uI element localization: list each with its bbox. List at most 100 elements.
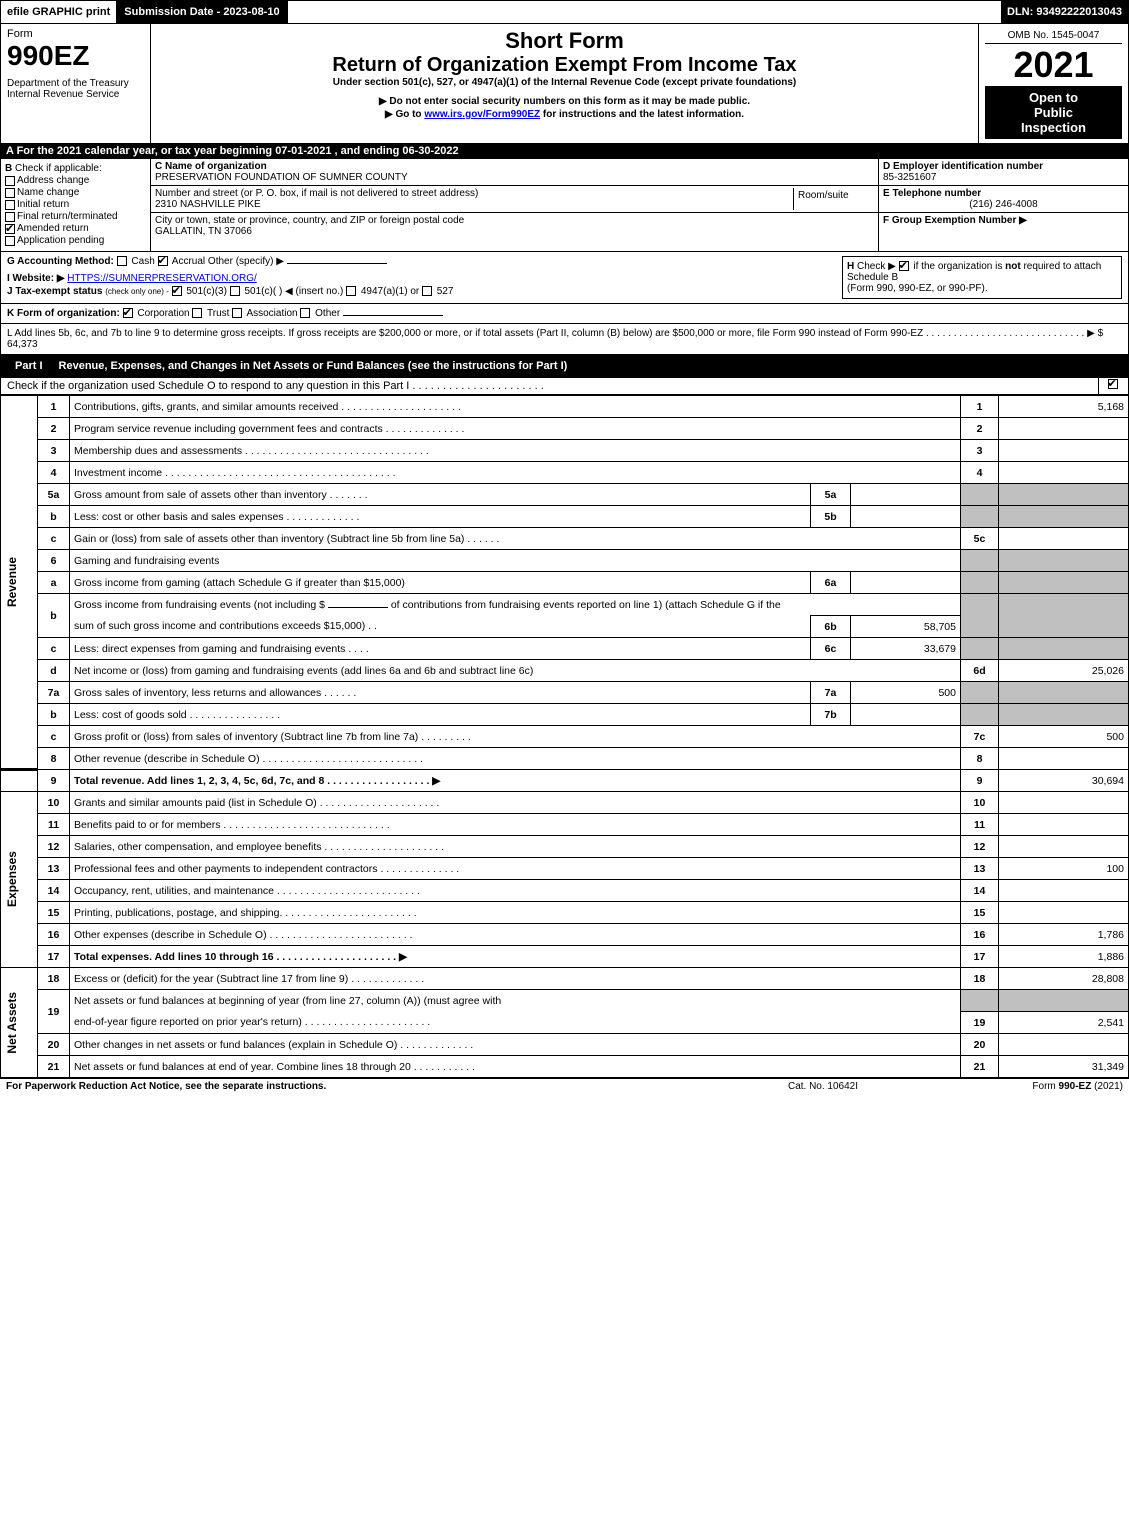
l5b-valgrey [999,506,1129,528]
cb-part-i-schedule-o[interactable] [1108,379,1118,389]
cb-address-change[interactable] [5,176,15,186]
l15-desc: Printing, publications, postage, and shi… [70,902,961,924]
l6b-blank[interactable] [328,607,388,608]
opt-name-change: Name change [17,187,79,198]
cb-initial-return[interactable] [5,200,15,210]
c-name-label: C Name of organization [155,161,874,172]
l11-val [999,814,1129,836]
l7b-sub: 7b [811,704,851,726]
l17-col: 17 [961,946,999,968]
l19-desc2: end-of-year figure reported on prior yea… [70,1012,961,1034]
l5c-desc: Gain or (loss) from sale of assets other… [70,528,961,550]
k-corp: Corporation [137,308,189,319]
l14-desc: Occupancy, rent, utilities, and maintena… [70,880,961,902]
l6b-colgrey [961,594,999,638]
j-sub: (check only one) - [105,287,169,296]
org-street: 2310 NASHVILLE PIKE [155,199,793,210]
form-label: Form [7,28,144,40]
l17-desc: Total expenses. Add lines 10 through 16 … [70,946,961,968]
cb-501c[interactable] [230,286,240,296]
l7a-valgrey [999,682,1129,704]
cb-501c3[interactable] [172,286,182,296]
open2: Public [989,105,1118,120]
l9-desc: Total revenue. Add lines 1, 2, 3, 4, 5c,… [70,770,961,792]
open1: Open to [989,90,1118,105]
l13-num: 13 [38,858,70,880]
cb-corporation[interactable] [123,308,133,318]
l5a-desc: Gross amount from sale of assets other t… [70,484,811,506]
l6d-desc: Net income or (loss) from gaming and fun… [70,660,961,682]
instruction-ssn: ▶ Do not enter social security numbers o… [157,96,972,107]
l7b-desc: Less: cost of goods sold . . . . . . . .… [70,704,811,726]
l4-col: 4 [961,462,999,484]
f-group-label: F Group Exemption Number ▶ [883,215,1027,226]
cb-application-pending[interactable] [5,236,15,246]
l10-val [999,792,1129,814]
l15-val [999,902,1129,924]
b-check-label: Check if applicable: [15,163,102,174]
l6b-num: b [38,594,70,638]
i-label: I Website: ▶ [7,273,65,284]
efile-print-button[interactable]: efile GRAPHIC print [1,1,118,23]
l6-desc: Gaming and fundraising events [70,550,961,572]
cb-527[interactable] [422,286,432,296]
k-other-input[interactable] [343,315,443,316]
l1-col: 1 [961,396,999,418]
side-revenue: Revenue [5,557,19,607]
h-text2: if the organization is [913,261,1005,272]
l12-num: 12 [38,836,70,858]
opt-initial-return: Initial return [17,199,69,210]
l6a-colgrey [961,572,999,594]
cb-trust[interactable] [192,308,202,318]
dln: DLN: 93492222013043 [1001,1,1128,23]
cb-accrual[interactable] [158,256,168,266]
cb-4947[interactable] [346,286,356,296]
cb-cash[interactable] [117,256,127,266]
cb-final-return[interactable] [5,212,15,222]
section-bcdef: B Check if applicable: Address change Na… [0,159,1129,252]
cb-name-change[interactable] [5,188,15,198]
l20-col: 20 [961,1034,999,1056]
j-501c3: 501(c)(3) [186,286,227,297]
h-label: H [847,261,854,272]
cb-other[interactable] [300,308,310,318]
side-expenses: Expenses [5,851,19,907]
section-l: L Add lines 5b, 6c, and 7b to line 9 to … [0,324,1129,355]
g-other-input[interactable] [287,263,387,264]
website-link[interactable]: HTTPS://SUMNERPRESERVATION.ORG/ [67,273,256,284]
cb-association[interactable] [232,308,242,318]
l16-val: 1,786 [999,924,1129,946]
l7b-num: b [38,704,70,726]
irs-link[interactable]: www.irs.gov/Form990EZ [424,109,540,120]
l13-val: 100 [999,858,1129,880]
l12-col: 12 [961,836,999,858]
opt-address-change: Address change [17,175,89,186]
h-not: not [1005,261,1021,272]
k-trust: Trust [207,308,229,319]
l5a-sub: 5a [811,484,851,506]
l6a-subval [851,572,961,594]
e-phone-label: E Telephone number [883,188,1124,199]
cb-h[interactable] [899,261,909,271]
cb-amended-return[interactable] [5,224,15,234]
l6b-desc1: Gross income from fundraising events (no… [70,594,961,616]
l9-val: 30,694 [999,770,1129,792]
l5a-subval [851,484,961,506]
short-form-title: Short Form [157,28,972,54]
l6d-val: 25,026 [999,660,1129,682]
l16-desc: Other expenses (describe in Schedule O) … [70,924,961,946]
l6b-subval: 58,705 [851,616,961,638]
instr2-pre: ▶ Go to [385,109,424,120]
footer-right: Form 990-EZ (2021) [923,1081,1123,1092]
omb-number: OMB No. 1545-0047 [985,28,1122,44]
form-number: 990EZ [7,40,144,72]
section-k: K Form of organization: Corporation Trus… [0,304,1129,324]
l6a-sub: 6a [811,572,851,594]
opt-amended-return: Amended return [17,223,89,234]
form-header: Form 990EZ Department of the Treasury In… [0,24,1129,143]
ein-value: 85-3251607 [883,172,1124,183]
l10-num: 10 [38,792,70,814]
l21-num: 21 [38,1056,70,1078]
l5a-colgrey [961,484,999,506]
j-527: 527 [437,286,454,297]
